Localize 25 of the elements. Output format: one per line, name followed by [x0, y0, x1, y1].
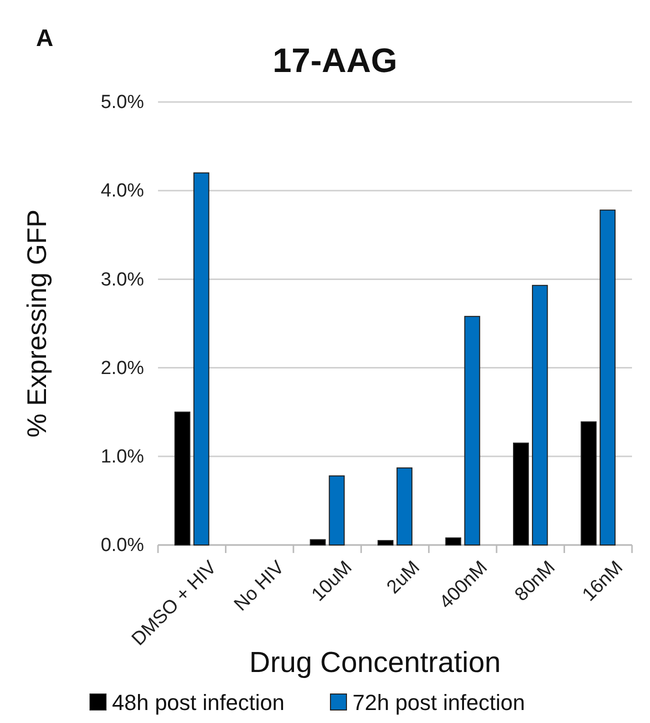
- text: A: [36, 25, 54, 52]
- bar: [445, 537, 462, 546]
- bar: [174, 412, 190, 546]
- y-tick-label: 3.0%: [100, 269, 144, 290]
- x-axis-title: Drug Concentration: [249, 647, 501, 679]
- bar: [193, 172, 210, 546]
- x-tick-label: No HIV: [230, 556, 289, 616]
- bar: [532, 284, 548, 546]
- bar: [310, 539, 326, 546]
- bar: [513, 442, 529, 546]
- legend-label: 48h post infection: [112, 690, 284, 715]
- y-tick-label: 5.0%: [100, 92, 144, 114]
- legend-label: 72h post infection: [352, 690, 525, 715]
- bar: [378, 540, 394, 546]
- bar: [396, 467, 412, 546]
- y-tick-label: 2.0%: [100, 358, 144, 379]
- bar: [464, 316, 480, 546]
- chart-title: 17-AAG: [272, 42, 398, 80]
- bar: [580, 421, 597, 546]
- y-tick-label: 0.0%: [100, 535, 144, 556]
- bar: [600, 210, 616, 546]
- y-axis-title: % Expressing GFP: [22, 209, 52, 438]
- bar: [328, 475, 345, 546]
- y-tick-label: 4.0%: [100, 180, 144, 202]
- y-tick-label: 1.0%: [100, 446, 144, 468]
